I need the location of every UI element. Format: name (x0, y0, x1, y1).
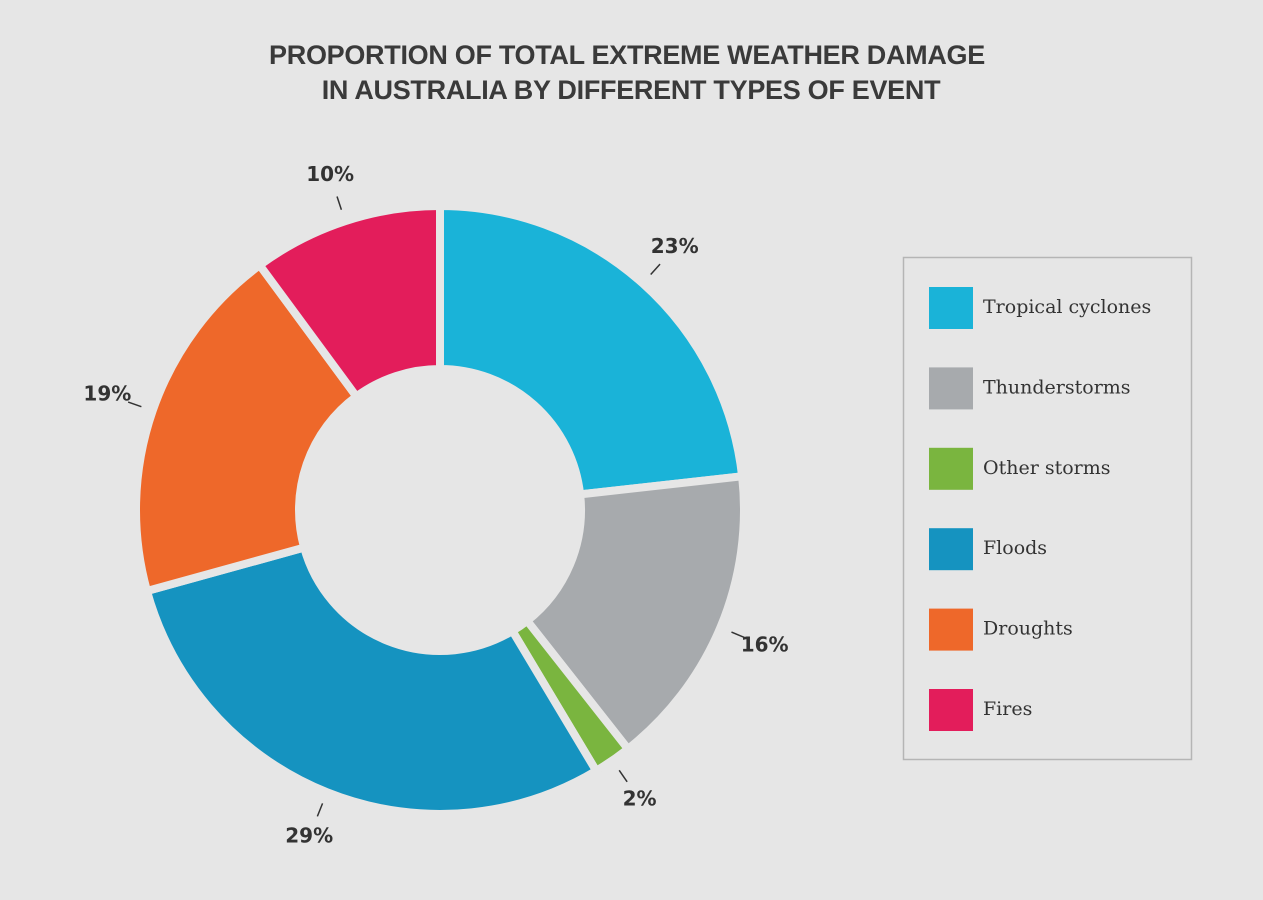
value-label: 16% (741, 632, 789, 656)
legend-swatch (929, 287, 973, 329)
legend-swatch (929, 367, 973, 410)
legend-label: Tropical cyclones (983, 296, 1151, 318)
value-label: 2% (623, 786, 657, 810)
legend-label: Thunderstorms (983, 376, 1131, 398)
legend-swatch (929, 689, 973, 731)
slice (254, 201, 444, 403)
legend-label: Fires (983, 698, 1032, 720)
label-tick (316, 803, 324, 817)
slice (132, 259, 362, 596)
legend-swatch (929, 447, 973, 490)
legend-label: Droughts (983, 618, 1073, 640)
slice (142, 542, 602, 818)
label-tick (127, 401, 142, 408)
legend-box (902, 256, 1193, 761)
value-label: 19% (83, 381, 131, 405)
legend-label: Other storms (983, 457, 1111, 479)
value-label: 23% (651, 234, 699, 258)
chart-title: PROPORTION OF TOTAL EXTREME WEATHER DAMA… (269, 40, 985, 70)
value-label: 10% (306, 162, 354, 186)
slice (521, 471, 748, 755)
label-tick (618, 769, 628, 783)
label-tick (650, 263, 661, 275)
legend-swatch (929, 608, 973, 651)
label-tick (336, 196, 343, 211)
chart-title: IN AUSTRALIA BY DIFFERENT TYPES OF EVENT (322, 75, 941, 105)
label-tick (731, 631, 745, 639)
legend-label: Floods (983, 537, 1047, 559)
legend-swatch (929, 528, 973, 571)
slice (436, 201, 747, 499)
value-label: 29% (285, 823, 333, 847)
